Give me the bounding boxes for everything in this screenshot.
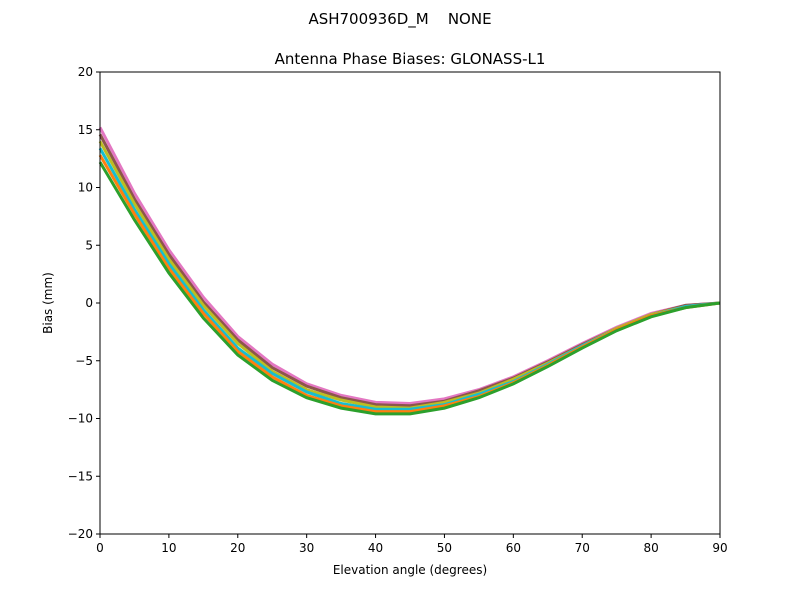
x-tick-label: 0 <box>96 541 104 555</box>
series-line-0 <box>98 126 721 405</box>
x-axis-label: Elevation angle (degrees) <box>333 563 487 577</box>
y-tick-label: −5 <box>75 354 93 368</box>
x-tick-label: 50 <box>437 541 452 555</box>
y-tick-label: −20 <box>68 527 93 541</box>
chart-title: Antenna Phase Biases: GLONASS-L1 <box>275 50 546 68</box>
y-tick-label: 0 <box>85 296 93 310</box>
y-axis-label: Bias (mm) <box>41 272 55 334</box>
y-tick-label: −10 <box>68 412 93 426</box>
y-tick-label: 20 <box>78 65 93 79</box>
plot-frame <box>99 71 721 535</box>
x-tick-label: 20 <box>230 541 245 555</box>
y-tick-label: 10 <box>78 181 93 195</box>
x-tick-label: 90 <box>712 541 727 555</box>
x-tick-label: 60 <box>506 541 521 555</box>
suptitle: ASH700936D_M NONE <box>308 10 491 29</box>
y-tick-label: 15 <box>78 123 93 137</box>
x-tick-label: 10 <box>161 541 176 555</box>
x-tick-label: 40 <box>368 541 383 555</box>
x-tick-label: 80 <box>643 541 658 555</box>
series-lines <box>98 126 721 416</box>
axis-ticks: 0 10 20 30 40 50 60 70 80 90 −20 −15 −10 −5 0 5 10 15 20 <box>68 65 728 555</box>
series-line-3 <box>98 147 721 411</box>
x-tick-label: 30 <box>299 541 314 555</box>
series-line-5 <box>98 161 721 416</box>
series-line-1 <box>98 133 721 408</box>
x-tick-label: 70 <box>575 541 590 555</box>
series-line-2 <box>98 140 721 410</box>
y-tick-label: −15 <box>68 469 93 483</box>
y-tick-label: 5 <box>85 238 93 252</box>
